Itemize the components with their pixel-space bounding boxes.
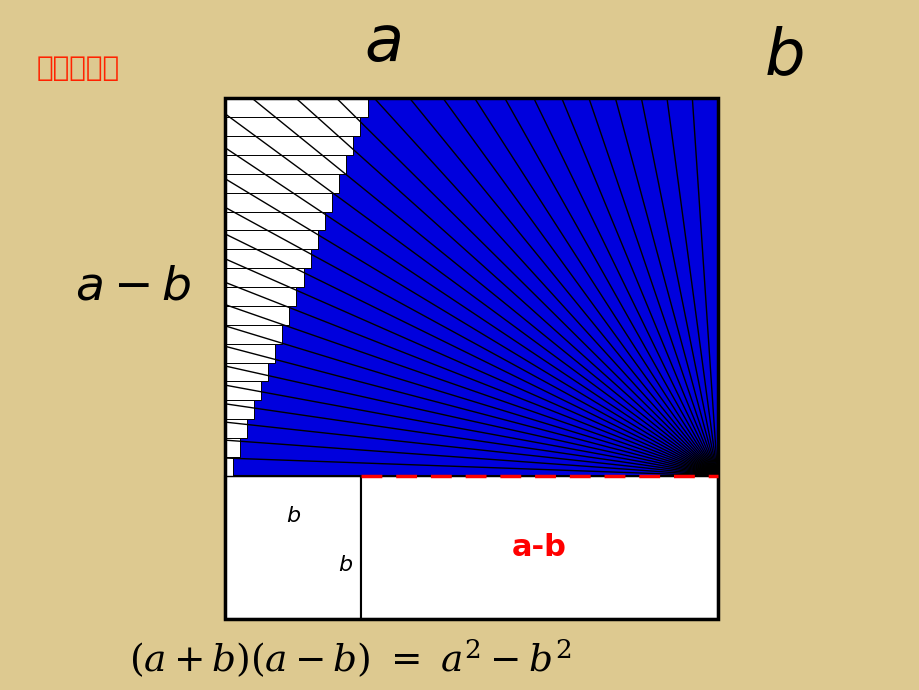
Text: a-b: a-b <box>511 533 566 562</box>
Bar <box>225 212 324 230</box>
Bar <box>225 249 311 268</box>
Text: $(a+b)(a-b)\ =\ a^2-b^2$: $(a+b)(a-b)\ =\ a^2-b^2$ <box>129 638 570 680</box>
Bar <box>225 155 346 174</box>
Bar <box>225 98 367 117</box>
Text: $b$: $b$ <box>285 505 301 527</box>
Bar <box>225 362 267 382</box>
Bar <box>225 287 296 306</box>
Text: $b$: $b$ <box>338 553 353 575</box>
Bar <box>225 136 353 155</box>
Text: $b$: $b$ <box>763 27 802 88</box>
Bar <box>225 98 717 619</box>
Bar <box>225 98 717 619</box>
Bar <box>225 230 317 249</box>
Bar <box>225 476 360 619</box>
Text: 几何验证：: 几何验证： <box>37 55 119 82</box>
Bar <box>225 419 246 438</box>
Bar <box>225 306 289 325</box>
Text: $a-b$: $a-b$ <box>75 264 191 310</box>
Bar <box>225 117 360 136</box>
Bar <box>225 193 332 212</box>
Bar <box>225 400 254 419</box>
Bar <box>225 268 303 287</box>
Bar <box>225 174 339 193</box>
Bar <box>225 382 261 400</box>
Bar <box>360 476 717 619</box>
Bar <box>225 344 275 362</box>
Bar <box>225 325 282 344</box>
Text: $a$: $a$ <box>364 13 401 75</box>
Bar <box>225 457 233 476</box>
Bar <box>225 438 239 457</box>
